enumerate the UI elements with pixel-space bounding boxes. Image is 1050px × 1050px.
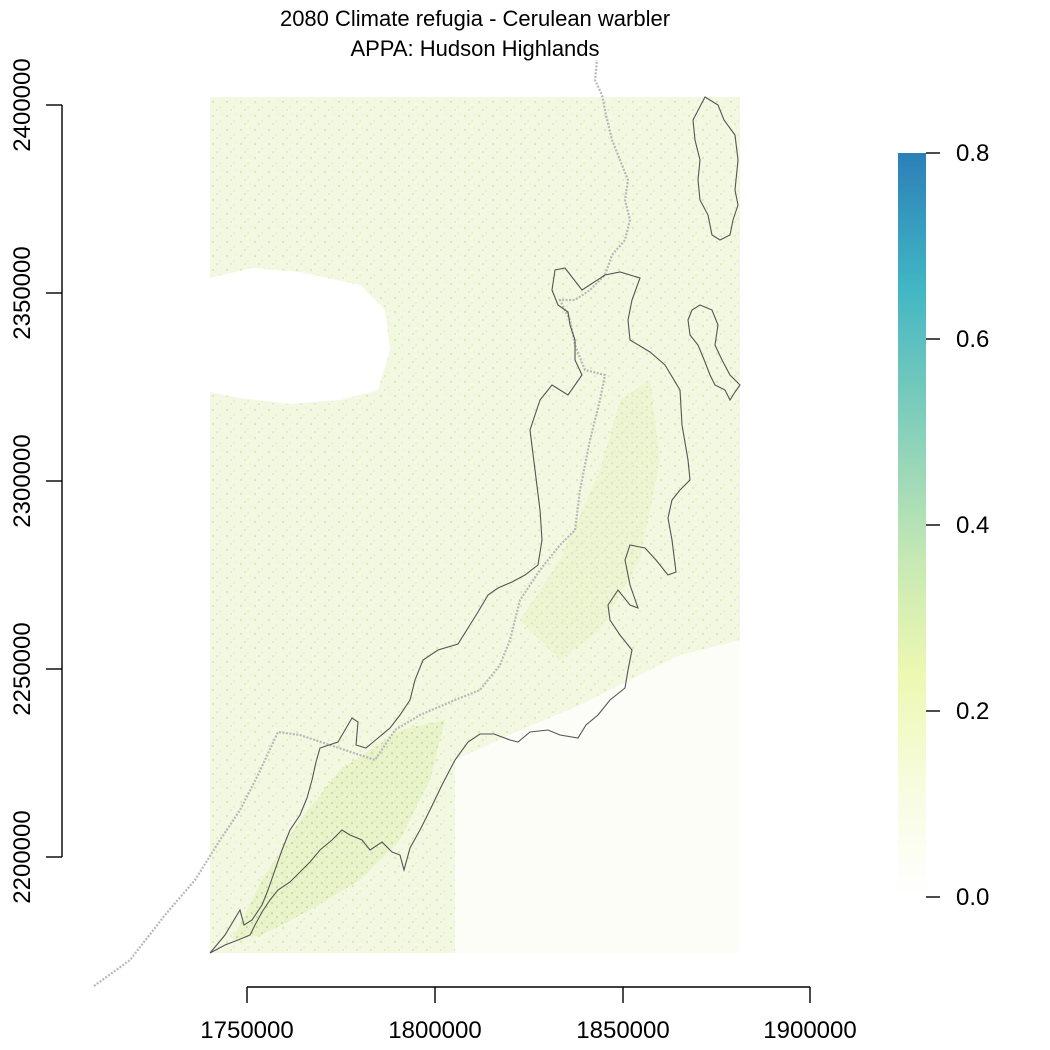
y-tick-label-2200000: 2200000 <box>9 810 36 903</box>
legend-label-0.6: 0.6 <box>956 326 989 353</box>
raster-layer <box>210 97 740 953</box>
appa-boundary-main <box>209 267 691 954</box>
appa-boundary-east <box>687 304 741 402</box>
y-tick-label-2400000: 2400000 <box>9 58 36 151</box>
legend-label-0.4: 0.4 <box>956 512 989 539</box>
x-tick-label-1850000: 1850000 <box>576 1017 669 1044</box>
state-boundary-line <box>93 59 632 987</box>
y-tick-label-2250000: 2250000 <box>9 622 36 715</box>
y-tick-label-2300000: 2300000 <box>9 434 36 527</box>
appa-boundaries <box>209 96 741 954</box>
map-title-line-2: APPA: Hudson Highlands <box>350 36 599 61</box>
x-tick-label-1750000: 1750000 <box>200 1017 293 1044</box>
x-axis <box>246 986 811 1003</box>
map-title-line-1: 2080 Climate refugia - Cerulean warbler <box>280 6 670 31</box>
raster-nodata-patch <box>210 268 390 404</box>
y-axis <box>46 104 63 858</box>
legend: 0.8 0.6 0.4 0.2 0.0 <box>898 140 989 911</box>
legend-label-0.2: 0.2 <box>956 698 989 725</box>
raster-high-value-band-2 <box>520 380 660 660</box>
legend-label-0.0: 0.0 <box>956 884 989 911</box>
legend-color-bar <box>898 153 926 897</box>
legend-label-0.8: 0.8 <box>956 140 989 167</box>
raster-low-value-area <box>455 640 740 953</box>
y-tick-label-2350000: 2350000 <box>9 246 36 339</box>
appa-boundary-northeast <box>692 96 739 241</box>
x-tick-label-1900000: 1900000 <box>763 1017 856 1044</box>
x-tick-label-1800000: 1800000 <box>388 1017 481 1044</box>
